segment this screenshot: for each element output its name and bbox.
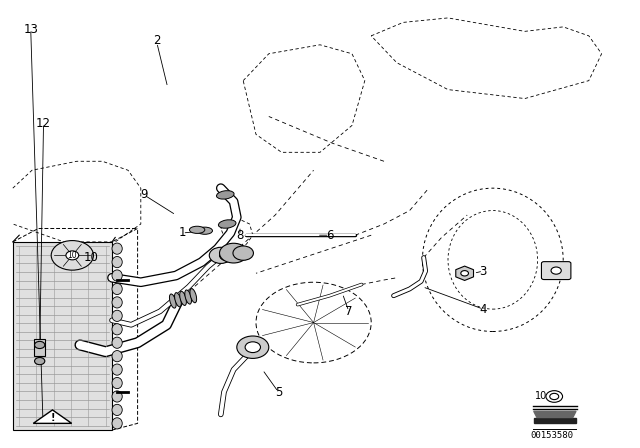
Ellipse shape <box>175 293 181 307</box>
Ellipse shape <box>112 418 122 429</box>
Text: 4: 4 <box>479 302 487 316</box>
Ellipse shape <box>170 294 176 308</box>
Ellipse shape <box>112 350 122 362</box>
Ellipse shape <box>197 227 212 234</box>
Text: 10: 10 <box>67 251 77 260</box>
Circle shape <box>35 358 45 365</box>
Circle shape <box>51 241 93 270</box>
Circle shape <box>233 246 253 260</box>
Ellipse shape <box>112 310 122 322</box>
Text: 9: 9 <box>140 188 148 202</box>
Ellipse shape <box>112 256 122 268</box>
Bar <box>13 242 112 430</box>
Circle shape <box>550 393 559 400</box>
Bar <box>34 339 45 356</box>
Polygon shape <box>33 410 72 423</box>
Text: 5: 5 <box>275 385 282 399</box>
Polygon shape <box>534 418 576 423</box>
Ellipse shape <box>185 290 191 304</box>
Ellipse shape <box>112 297 122 308</box>
Text: 13: 13 <box>23 22 38 36</box>
Ellipse shape <box>112 364 122 375</box>
Ellipse shape <box>112 270 122 281</box>
Text: 1: 1 <box>179 226 186 240</box>
Text: 7: 7 <box>345 305 353 318</box>
Circle shape <box>66 251 79 260</box>
Ellipse shape <box>190 289 196 303</box>
Text: 11: 11 <box>552 264 568 278</box>
Circle shape <box>35 341 45 349</box>
Ellipse shape <box>218 220 236 228</box>
Circle shape <box>461 271 468 276</box>
Text: 2: 2 <box>153 34 161 47</box>
Ellipse shape <box>189 226 205 233</box>
Text: 00153580: 00153580 <box>530 431 573 440</box>
Text: !: ! <box>50 413 55 423</box>
Ellipse shape <box>180 291 186 306</box>
Circle shape <box>551 267 561 274</box>
Ellipse shape <box>216 191 234 199</box>
Text: 10: 10 <box>535 392 547 401</box>
Ellipse shape <box>112 323 122 335</box>
Text: 6: 6 <box>326 228 333 242</box>
Text: 3: 3 <box>479 264 487 278</box>
Text: 12: 12 <box>36 116 51 130</box>
Circle shape <box>220 250 235 261</box>
FancyBboxPatch shape <box>541 262 571 280</box>
Polygon shape <box>534 411 576 418</box>
Circle shape <box>209 247 232 263</box>
Text: 10: 10 <box>84 251 99 264</box>
Ellipse shape <box>112 243 122 254</box>
Ellipse shape <box>112 284 122 295</box>
Ellipse shape <box>112 391 122 402</box>
Circle shape <box>237 336 269 358</box>
Text: 8: 8 <box>236 228 244 242</box>
Ellipse shape <box>112 404 122 416</box>
Ellipse shape <box>112 377 122 389</box>
Circle shape <box>245 342 260 353</box>
Circle shape <box>220 243 248 263</box>
Ellipse shape <box>112 337 122 349</box>
